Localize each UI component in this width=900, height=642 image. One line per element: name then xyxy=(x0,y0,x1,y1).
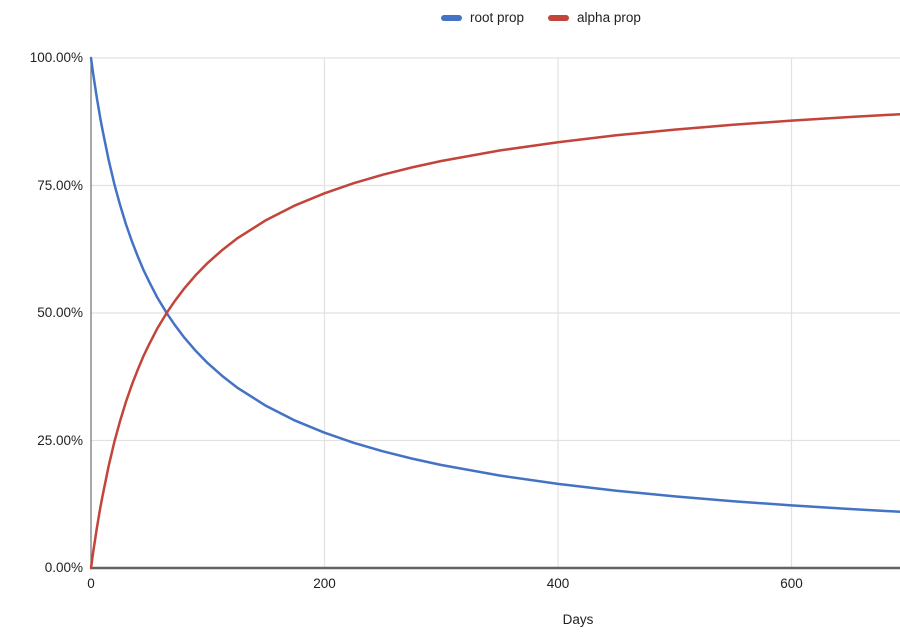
x-axis-title: Days xyxy=(562,612,594,627)
legend-label-alpha-prop: alpha prop xyxy=(577,10,641,25)
y-tick-label-50: 50.00% xyxy=(37,305,83,320)
y-tick-label-75: 75.00% xyxy=(37,177,83,193)
series-line-alpha-prop xyxy=(89,112,900,570)
chart-legend: root prop alpha prop xyxy=(441,9,641,27)
x-tick-label-200: 200 xyxy=(313,576,336,591)
y-tick-label-100: 100.00% xyxy=(29,50,83,65)
legend-swatch-alpha-prop xyxy=(548,15,570,21)
x-tick-label-0: 0 xyxy=(87,576,95,591)
legend-label-root-prop: root prop xyxy=(470,10,525,25)
x-tick-label-600: 600 xyxy=(780,576,803,591)
series-line-root-prop xyxy=(89,56,900,514)
x-tick-label-400: 400 xyxy=(546,576,570,591)
legend-item-root-prop[interactable]: root prop xyxy=(441,9,524,27)
y-tick-label-0: 0.00% xyxy=(44,560,83,575)
legend-item-alpha-prop[interactable]: alpha prop xyxy=(548,9,641,27)
y-tick-label-25: 25.00% xyxy=(37,432,83,448)
legend-swatch-root-prop xyxy=(441,15,462,21)
